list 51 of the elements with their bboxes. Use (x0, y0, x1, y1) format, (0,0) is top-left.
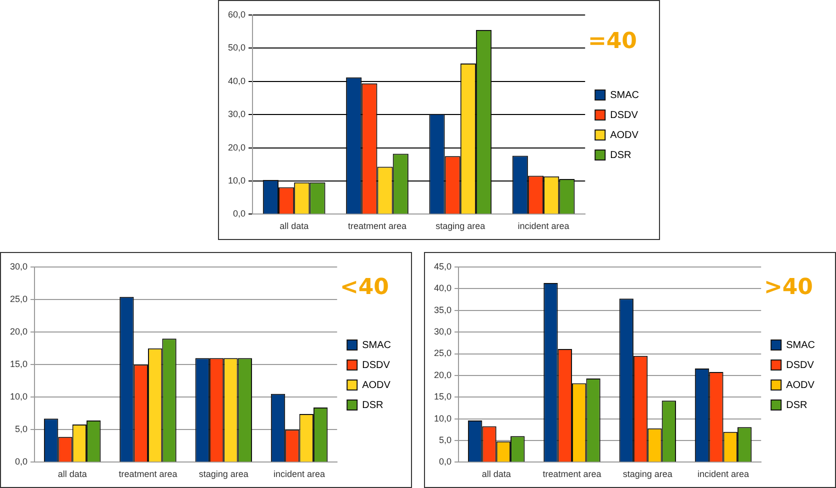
x-tick-label: treatment area (348, 221, 407, 232)
y-tick-label: 30,0 (434, 326, 452, 337)
y-tick-label: 25,0 (10, 294, 28, 304)
legend-label: SMAC (362, 340, 392, 351)
legend-label: DSR (362, 400, 384, 411)
x-tick-label: staging area (622, 469, 672, 480)
y-tick-label: 35,0 (434, 304, 452, 315)
y-tick-label: 5,0 (439, 434, 452, 445)
y-tick-label: 45,0 (434, 261, 452, 272)
x-tick-label: all data (58, 469, 87, 480)
y-tick-label: 10,0 (10, 392, 28, 402)
x-tick-label: treatment area (118, 469, 178, 480)
x-tick-label: staging area (436, 221, 486, 232)
y-tick-label: 0,0 (233, 208, 246, 219)
y-tick-label: 15,0 (434, 392, 452, 402)
legend-label: DSR (786, 400, 808, 411)
legend-label: SMAC (786, 340, 816, 351)
legend-label: DSDV (362, 360, 390, 371)
y-tick-label: 40,0 (228, 76, 246, 86)
x-tick-label: incident area (274, 469, 326, 480)
y-tick-label: 20,0 (10, 326, 28, 337)
x-tick-label: treatment area (542, 469, 602, 480)
x-tick-label: all data (482, 469, 511, 480)
y-tick-label: 0,0 (439, 456, 452, 467)
legend-label: DSDV (786, 360, 814, 371)
y-tick-label: 60,0 (228, 9, 246, 20)
y-tick-label: 5,0 (15, 424, 28, 434)
y-tick-label: 30,0 (10, 261, 28, 272)
y-tick-label: 40,0 (434, 283, 452, 294)
legend-label: AODV (786, 380, 815, 391)
legend-label: AODV (610, 130, 639, 141)
legend-label: SMAC (610, 90, 640, 101)
y-tick-label: 30,0 (228, 109, 246, 120)
y-tick-label: 15,0 (10, 359, 28, 370)
legend-label: DSDV (610, 110, 638, 121)
y-tick-label: 20,0 (434, 370, 452, 380)
text: =40 (588, 29, 637, 54)
legend-label: AODV (362, 380, 391, 391)
y-tick-label: 10,0 (228, 175, 246, 186)
y-tick-label: 20,0 (228, 142, 246, 152)
legend-label: DSR (610, 150, 632, 161)
x-tick-label: all data (280, 221, 309, 232)
y-tick-label: 10,0 (434, 413, 452, 424)
x-tick-label: incident area (698, 469, 750, 480)
x-tick-label: incident area (518, 221, 570, 232)
y-tick-label: 25,0 (434, 348, 452, 358)
x-tick-label: staging area (198, 469, 248, 480)
y-tick-label: 50,0 (228, 42, 246, 53)
chart-title: >40 (764, 275, 813, 300)
y-tick-label: 0,0 (15, 456, 28, 467)
chart-title: <40 (340, 275, 389, 300)
